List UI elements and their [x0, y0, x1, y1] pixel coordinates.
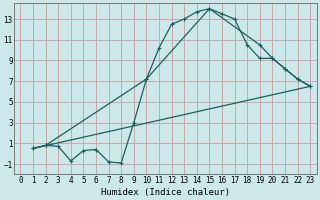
X-axis label: Humidex (Indice chaleur): Humidex (Indice chaleur)	[101, 188, 230, 197]
